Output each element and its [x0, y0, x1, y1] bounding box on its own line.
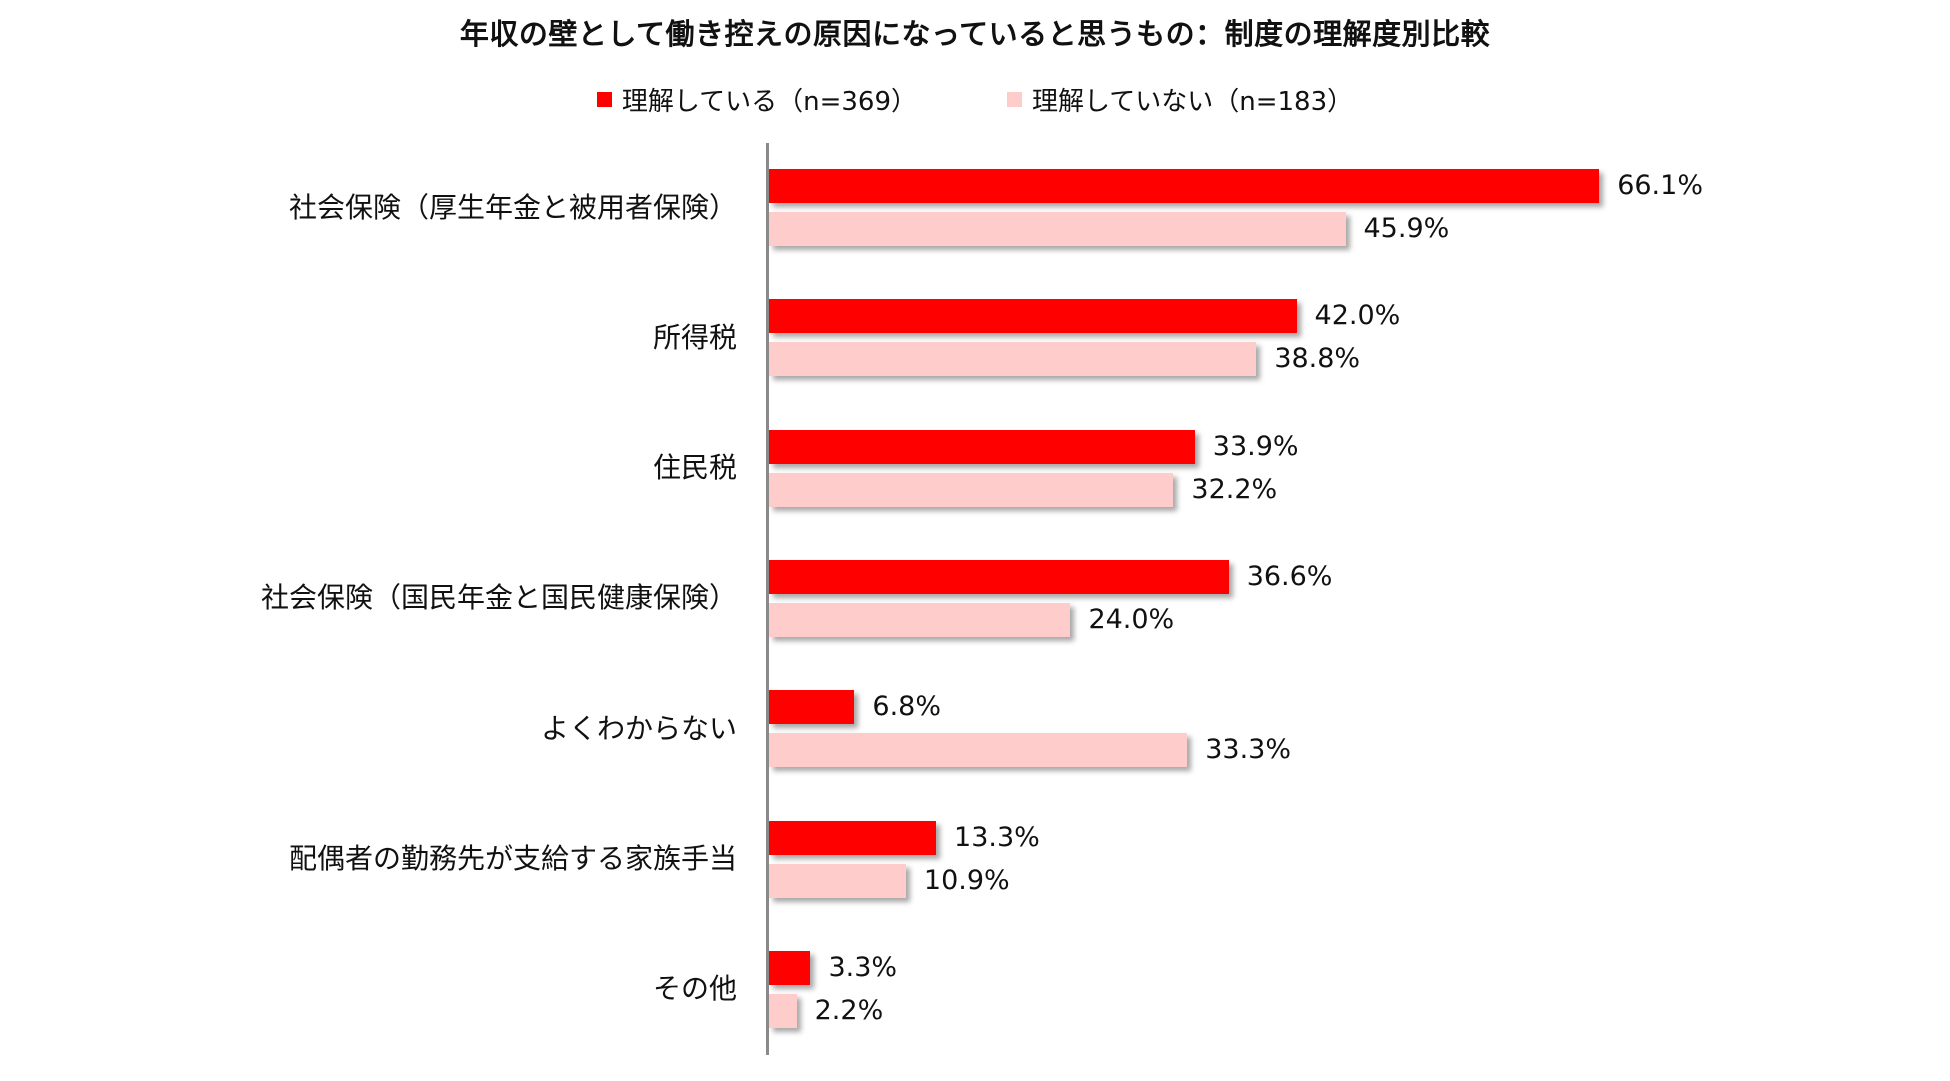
bar-understand: [769, 950, 811, 985]
value-label: 2.2%: [814, 994, 884, 1026]
bar-not-understand: [769, 472, 1174, 507]
y-axis-line: [766, 143, 769, 1055]
bar-understand: [769, 299, 1297, 334]
value-label: 33.9%: [1212, 430, 1299, 462]
bar-understand: [769, 559, 1229, 594]
category-label: その他: [652, 972, 737, 1006]
value-label: 45.9%: [1363, 213, 1450, 244]
value-label: 36.6%: [1246, 560, 1333, 592]
value-label: 24.0%: [1088, 603, 1175, 635]
bar-not-understand: [769, 212, 1346, 246]
legend-swatch-red-icon: [596, 91, 612, 107]
category-label: 住民税: [652, 451, 737, 485]
category-label: 社会保険（国民年金と国民健康保険）: [260, 581, 737, 615]
value-label: 42.0%: [1314, 300, 1401, 332]
value-label: 32.2%: [1191, 473, 1278, 505]
bar-not-understand: [769, 342, 1257, 377]
category-label: 所得税: [652, 320, 737, 354]
bar-not-understand: [769, 733, 1188, 768]
legend-label: 理解していない（n=183）: [1032, 86, 1354, 117]
value-label: 10.9%: [923, 864, 1010, 896]
legend-label: 理解している（n=369）: [621, 86, 917, 117]
chart-title: 年収の壁として働き控えの原因になっていると思うもの：制度の理解度別比較: [459, 17, 1491, 51]
bar-understand: [769, 690, 855, 725]
value-label: 33.3%: [1205, 734, 1292, 766]
category-label: よくわからない: [540, 711, 737, 745]
value-label: 13.3%: [954, 821, 1040, 853]
bar-understand: [769, 820, 937, 855]
bar-not-understand: [769, 863, 906, 898]
bar-not-understand: [769, 993, 797, 1028]
bar-understand: [769, 169, 1600, 203]
legend-item-not-understand: 理解していない（n=183）: [1007, 81, 1353, 118]
value-label: 6.8%: [872, 691, 942, 723]
value-label: 3.3%: [828, 951, 898, 983]
legend: 理解している（n=369） 理解していない（n=183）: [0, 80, 1950, 118]
legend-swatch-pink-icon: [1007, 91, 1022, 107]
value-label: 66.1%: [1617, 170, 1703, 201]
bar-not-understand: [769, 602, 1071, 637]
bar-understand: [769, 429, 1195, 464]
category-label: 社会保険（厚生年金と被用者保険）: [288, 190, 737, 224]
value-label: 38.8%: [1274, 343, 1361, 375]
legend-item-understand: 理解している（n=369）: [596, 81, 917, 118]
category-label: 配偶者の勤務先が支給する家族手当: [288, 842, 737, 875]
